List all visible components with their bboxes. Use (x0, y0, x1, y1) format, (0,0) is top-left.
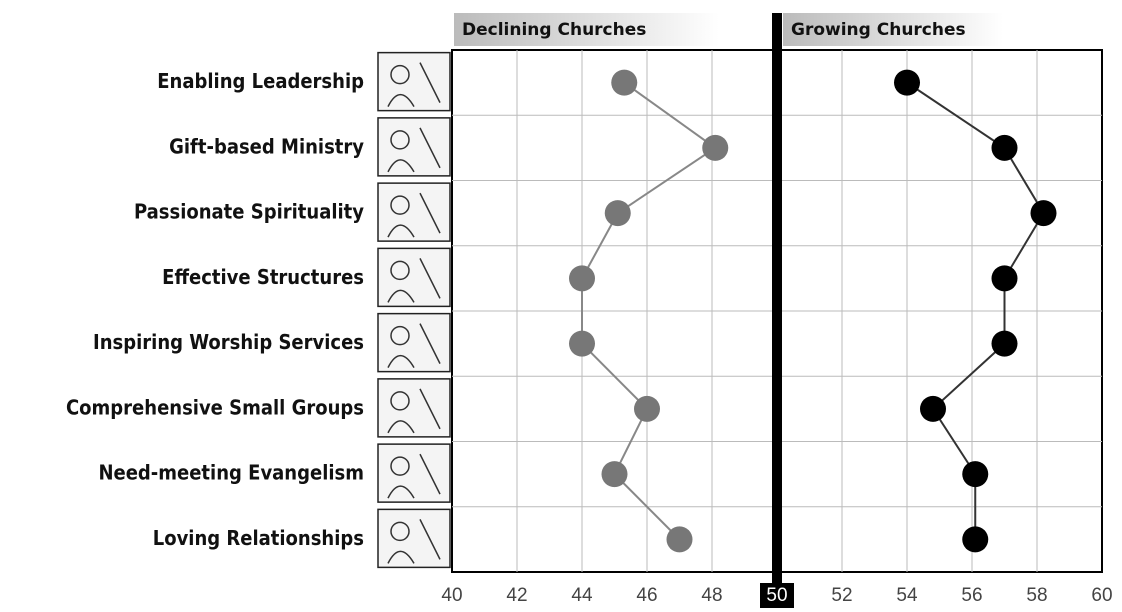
dot (667, 526, 693, 552)
legend-label: Growing Churches (791, 20, 966, 40)
dot (992, 331, 1018, 357)
category-label: Effective Structures (162, 265, 364, 289)
category-label: Inspiring Worship Services (93, 330, 364, 354)
x-tick-label: 50 (766, 585, 787, 606)
x-tick-label: 54 (896, 585, 918, 606)
icons (378, 53, 450, 568)
x-tick-label: 46 (636, 585, 657, 606)
dot (569, 331, 595, 357)
dot (611, 70, 637, 96)
x-tick-label: 42 (506, 585, 527, 606)
x-tick-label: 40 (441, 585, 462, 606)
category-label: Gift-based Ministry (169, 134, 364, 158)
dot (962, 526, 988, 552)
x-tick-label: 52 (831, 585, 852, 606)
dot (962, 461, 988, 487)
category-label: Enabling Leadership (157, 69, 364, 93)
dot (602, 461, 628, 487)
category-label: Need-meeting Evangelism (98, 461, 364, 485)
category-label: Comprehensive Small Groups (66, 395, 364, 419)
category-label: Loving Relationships (153, 526, 364, 550)
x-tick-label: 48 (701, 585, 722, 606)
dot (992, 265, 1018, 291)
dot (569, 265, 595, 291)
dot (1031, 200, 1057, 226)
dot (920, 396, 946, 422)
dot (894, 70, 920, 96)
legend-label: Declining Churches (462, 20, 646, 40)
x-tick-label: 58 (1026, 585, 1047, 606)
dot (634, 396, 660, 422)
x-tick-label: 44 (571, 585, 593, 606)
dot (992, 135, 1018, 161)
dot (702, 135, 728, 161)
dot (605, 200, 631, 226)
x-tick-label: 56 (961, 585, 982, 606)
x-tick-label: 60 (1091, 585, 1112, 606)
chart: Declining Churches Growing Churches 40 42 44… (0, 0, 1122, 608)
category-label: Passionate Spirituality (134, 200, 364, 224)
